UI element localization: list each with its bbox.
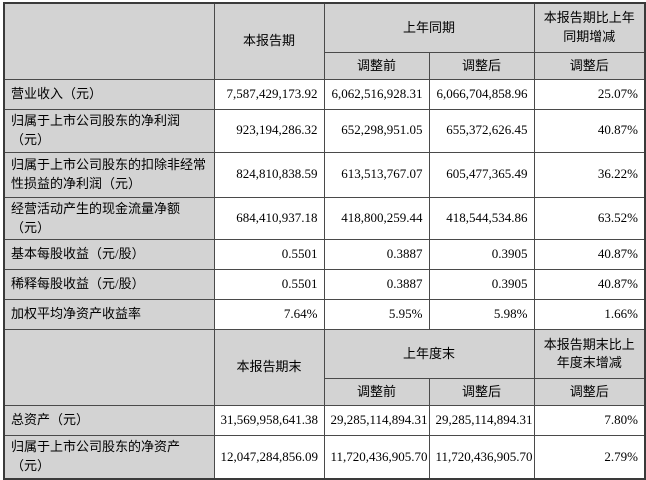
section2-header-row-1: 本报告期末 上年度末 本报告期末比上 年度末增减 — [3, 329, 646, 407]
value-change: 1.66% — [533, 299, 646, 331]
row-label: 归属于上市公司股东的扣除非经常性损益的净利润（元） — [3, 151, 215, 198]
value-change: 40.87% — [533, 239, 646, 271]
row-label: 经营活动产生的现金流量净额（元） — [3, 196, 215, 241]
value-change: 40.87% — [533, 269, 646, 301]
value-change: 7.80% — [533, 405, 646, 437]
header-current-period: 本报告期 — [213, 2, 325, 80]
value-current: 824,810,838.59 — [213, 151, 325, 198]
value-after: 6,066,704,858.96 — [428, 79, 535, 110]
table-row-revenue: 营业收入（元） 7,587,429,173.92 6,062,516,928.3… — [3, 79, 646, 110]
value-after: 418,544,534.86 — [428, 196, 535, 241]
header-adjust-after: 调整后 — [428, 378, 535, 407]
value-change: 2.79% — [533, 435, 646, 480]
row-label: 稀释每股收益（元/股） — [3, 269, 215, 301]
section1-header-row-1: 本报告期 上年同期 本报告期比上年 同期增减 — [3, 2, 646, 80]
header-current-period-end: 本报告期末 — [213, 329, 325, 407]
header-period-end-change: 本报告期末比上 年度末增减 — [533, 329, 646, 380]
value-after: 0.3905 — [428, 239, 535, 271]
table-row-weighted-avg-roe: 加权平均净资产收益率 7.64% 5.95% 5.98% 1.66% — [3, 299, 646, 331]
header-adjust-after: 调整后 — [428, 52, 535, 80]
value-change: 36.22% — [533, 151, 646, 198]
header-adjust-before: 调整前 — [323, 378, 430, 407]
value-before: 652,298,951.05 — [323, 109, 430, 153]
table-row-net-profit: 归属于上市公司股东的净利润（元） 923,194,286.32 652,298,… — [3, 109, 646, 153]
value-current: 31,569,958,641.38 — [213, 405, 325, 437]
row-label: 基本每股收益（元/股） — [3, 239, 215, 271]
row-label: 归属于上市公司股东的净资产（元） — [3, 435, 215, 480]
value-before: 0.3887 — [323, 269, 430, 301]
value-before: 613,513,767.07 — [323, 151, 430, 198]
header-period-change: 本报告期比上年 同期增减 — [533, 2, 646, 53]
value-after: 29,285,114,894.31 — [428, 405, 535, 437]
value-before: 11,720,436,905.70 — [323, 435, 430, 480]
value-current: 7.64% — [213, 299, 325, 331]
row-label: 加权平均净资产收益率 — [3, 299, 215, 331]
header-change-adjust-after: 调整后 — [533, 378, 646, 407]
value-after: 5.98% — [428, 299, 535, 331]
value-before: 0.3887 — [323, 239, 430, 271]
row-label: 归属于上市公司股东的净利润（元） — [3, 109, 215, 153]
value-current: 12,047,284,856.09 — [213, 435, 325, 480]
table-row-total-assets: 总资产（元） 31,569,958,641.38 29,285,114,894.… — [3, 405, 646, 437]
header-prior-year-end: 上年度末 — [323, 329, 535, 380]
section1-header-row-2: 调整前 调整后 调整后 — [4, 52, 646, 80]
table-row-operating-cash-flow: 经营活动产生的现金流量净额（元） 684,410,937.18 418,800,… — [3, 196, 646, 241]
value-current: 0.5501 — [213, 239, 325, 271]
value-current: 923,194,286.32 — [213, 109, 325, 153]
table-row-net-profit-excl-nonrecurring: 归属于上市公司股东的扣除非经常性损益的净利润（元） 824,810,838.59… — [3, 151, 646, 198]
row-label: 总资产（元） — [3, 405, 215, 437]
value-after: 11,720,436,905.70 — [428, 435, 535, 480]
value-current: 7,587,429,173.92 — [213, 79, 325, 110]
value-after: 0.3905 — [428, 269, 535, 301]
value-before: 5.95% — [323, 299, 430, 331]
row-label: 营业收入（元） — [3, 79, 215, 110]
header-adjust-before: 调整前 — [323, 52, 430, 80]
section2-header-row-2: 调整前 调整后 调整后 — [4, 378, 646, 407]
value-after: 605,477,365.49 — [428, 151, 535, 198]
value-current: 0.5501 — [213, 269, 325, 301]
header-change-adjust-after: 调整后 — [533, 52, 646, 80]
value-current: 684,410,937.18 — [213, 196, 325, 241]
financial-summary-table: 本报告期 上年同期 本报告期比上年 同期增减 调整前 调整后 调整后 营业收入（… — [3, 2, 646, 480]
value-before: 6,062,516,928.31 — [323, 79, 430, 110]
table-row-diluted-eps: 稀释每股收益（元/股） 0.5501 0.3887 0.3905 40.87% — [3, 269, 646, 301]
value-before: 418,800,259.44 — [323, 196, 430, 241]
header-prior-period: 上年同期 — [323, 2, 535, 53]
table-row-basic-eps: 基本每股收益（元/股） 0.5501 0.3887 0.3905 40.87% — [3, 239, 646, 271]
value-change: 40.87% — [533, 109, 646, 153]
table-row-net-assets: 归属于上市公司股东的净资产（元） 12,047,284,856.09 11,72… — [3, 435, 646, 480]
value-before: 29,285,114,894.31 — [323, 405, 430, 437]
value-change: 63.52% — [533, 196, 646, 241]
corner-cell — [3, 329, 215, 407]
value-after: 655,372,626.45 — [428, 109, 535, 153]
corner-cell — [3, 2, 215, 80]
value-change: 25.07% — [533, 79, 646, 110]
